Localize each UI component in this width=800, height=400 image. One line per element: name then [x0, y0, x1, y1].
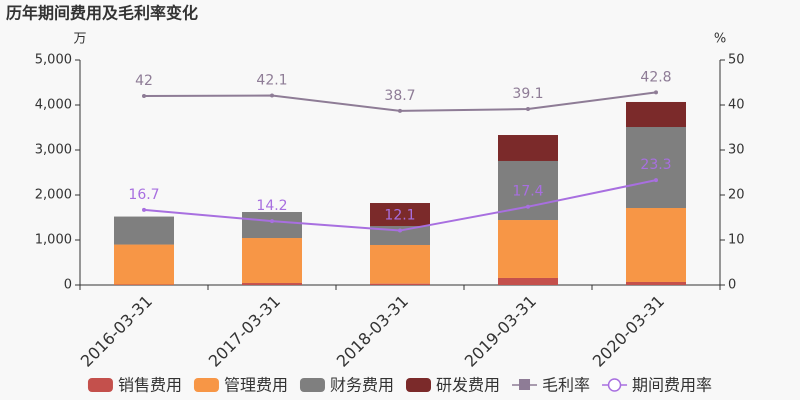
legend-label: 毛利率	[542, 376, 590, 395]
bar	[370, 226, 430, 245]
y2-tick-label: 50	[728, 53, 745, 68]
legend-marker	[607, 378, 622, 392]
chart-title: 历年期间费用及毛利率变化	[6, 4, 198, 23]
y-tick-label: 1,000	[35, 233, 72, 248]
line-marker	[142, 207, 146, 212]
bar	[498, 277, 558, 285]
bar	[242, 212, 302, 239]
legend-item: 销售费用	[87, 376, 182, 395]
data-label: 16.7	[128, 187, 159, 203]
bar	[370, 244, 430, 284]
legend-item: 研发费用	[406, 376, 500, 395]
legend: 销售费用 管理费用 财务费用 研发费用 毛利率 期间费用率	[87, 376, 712, 395]
bar	[626, 101, 686, 128]
y-unit: 万	[73, 32, 86, 47]
y-tick-label: 4,000	[35, 98, 72, 113]
bar	[242, 238, 302, 284]
legend-swatch	[193, 378, 219, 392]
legend-swatch	[406, 378, 431, 392]
legend-item: 管理费用	[193, 376, 288, 395]
data-label: 42.1	[256, 73, 287, 89]
line-marker	[654, 90, 658, 95]
line-marker	[142, 94, 146, 98]
bar	[498, 220, 558, 278]
legend-label: 管理费用	[224, 376, 288, 395]
legend-swatch	[87, 378, 113, 392]
y-tick-label: 5,000	[35, 53, 72, 68]
legend-marker	[519, 379, 531, 390]
y2-tick-label: 40	[728, 98, 745, 113]
legend-label: 研发费用	[436, 376, 500, 395]
bar	[626, 281, 686, 285]
y2-tick-label: 10	[728, 233, 745, 248]
y-tick-label: 0	[64, 278, 72, 293]
data-label: 12.1	[384, 208, 415, 224]
bar	[370, 203, 430, 227]
bar	[626, 127, 686, 209]
data-label: 42.8	[640, 69, 671, 85]
data-label: 39.1	[512, 86, 543, 102]
line-marker	[270, 219, 274, 224]
data-label: 38.7	[384, 88, 415, 104]
legend-label: 销售费用	[118, 376, 182, 395]
data-label: 14.2	[256, 198, 287, 214]
bar	[114, 216, 174, 245]
line-marker	[526, 107, 530, 112]
line-marker	[398, 228, 402, 233]
bar	[114, 244, 174, 285]
line-marker	[654, 178, 658, 183]
y-tick-label: 2,000	[35, 188, 72, 203]
data-label: 23.3	[640, 157, 671, 173]
bar	[242, 283, 302, 285]
y-tick-label: 3,000	[35, 143, 72, 158]
data-label: 42	[135, 73, 153, 89]
y2-tick-label: 30	[728, 143, 745, 158]
legend-swatch	[299, 378, 325, 392]
legend-label: 期间费用率	[632, 376, 712, 395]
line-marker	[270, 93, 274, 98]
y2-tick-label: 20	[728, 188, 745, 203]
legend-item: 毛利率	[512, 376, 590, 395]
bar	[626, 208, 686, 282]
data-label: 17.4	[512, 184, 543, 200]
line-marker	[526, 204, 530, 209]
bar	[370, 283, 430, 285]
y2-unit: %	[714, 32, 726, 47]
legend-item: 财务费用	[299, 376, 394, 395]
legend-item: 期间费用率	[602, 376, 712, 395]
line-marker	[398, 108, 402, 113]
bar	[498, 135, 558, 161]
legend-label: 财务费用	[330, 376, 394, 395]
y2-tick-label: 0	[728, 278, 736, 293]
